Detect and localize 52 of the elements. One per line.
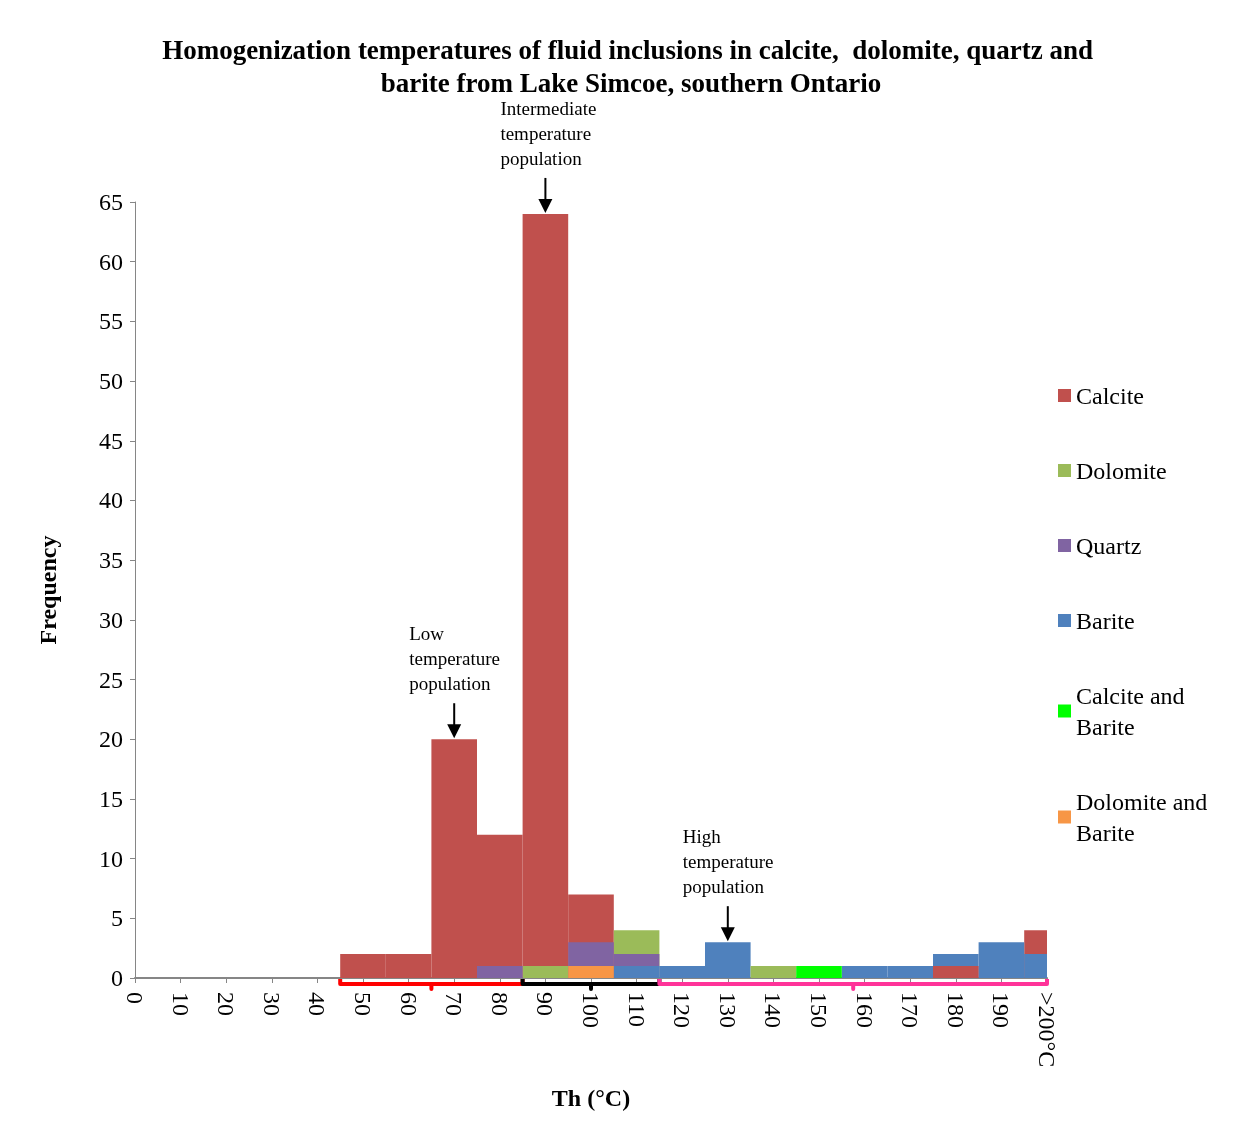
x-tick-label: 140 — [760, 992, 787, 1028]
x-tick-label: 160 — [851, 992, 878, 1028]
x-tick-label: 110 — [623, 992, 650, 1028]
x-axis-title: Th (°C) — [551, 1085, 631, 1111]
legend-label: Dolomite — [1076, 457, 1167, 484]
annotation: Intermediate temperature population — [500, 97, 602, 169]
x-tick-label: >200°C — [1034, 992, 1060, 1068]
y-tick-label: 40 — [99, 487, 123, 514]
bar — [750, 966, 797, 978]
y-tick-label: 60 — [99, 248, 123, 275]
x-tick-label: 100 — [578, 992, 604, 1028]
y-tick-label: 35 — [99, 547, 123, 574]
y-tick-label: 10 — [99, 845, 123, 872]
x-tick-label: 170 — [897, 992, 924, 1028]
annotation: Low temperature population — [409, 623, 505, 695]
y-tick-label: 65 — [99, 189, 123, 215]
x-tick-label: 180 — [942, 992, 969, 1028]
x-tick-label: 120 — [669, 992, 696, 1028]
x-tick-label: 10 — [167, 992, 194, 1016]
x-tick-label: 150 — [806, 992, 832, 1028]
legend-label: Quartz — [1076, 532, 1142, 559]
x-tick-label: 40 — [304, 992, 331, 1016]
y-axis-title: Frequency — [35, 535, 61, 645]
y-tick-label: 50 — [99, 368, 123, 395]
x-tick-label: 70 — [441, 992, 468, 1016]
x-tick-label: 90 — [532, 992, 559, 1016]
x-tick-label: 0 — [122, 992, 148, 1004]
y-tick-label: 30 — [99, 606, 123, 633]
y-tick-label: 5 — [111, 905, 123, 932]
legend-label: Calcite and Barite — [1076, 682, 1191, 740]
bar — [933, 966, 979, 978]
x-tick-label: 80 — [486, 992, 513, 1016]
y-tick-label: 20 — [99, 726, 123, 753]
legend-label: Dolomite and Barite — [1076, 788, 1214, 846]
y-tick-label: 55 — [99, 308, 123, 335]
chart-title: Homogenization temperatures of fluid inclusions in calcite, dolomite, quartz and barite from Lake Simcoe, southern Ontario — [162, 34, 1100, 98]
x-tick-label: 30 — [258, 992, 285, 1016]
legend-label: Calcite — [1076, 382, 1144, 409]
y-tick-label: 15 — [99, 785, 123, 812]
bar — [477, 966, 523, 978]
x-tick-label: 50 — [350, 992, 376, 1016]
y-tick-label: 45 — [99, 427, 123, 454]
bar — [568, 966, 614, 978]
legend-label: Barite — [1076, 607, 1135, 634]
bar — [796, 966, 842, 978]
y-tick-label: 25 — [99, 666, 123, 693]
x-tick-label: 60 — [395, 992, 422, 1016]
x-tick-label: 20 — [213, 992, 240, 1016]
y-tick-label: 0 — [111, 965, 123, 991]
x-tick-label: 190 — [988, 992, 1015, 1028]
annotation: High temperature population — [682, 826, 779, 898]
x-tick-label: 130 — [714, 992, 741, 1028]
